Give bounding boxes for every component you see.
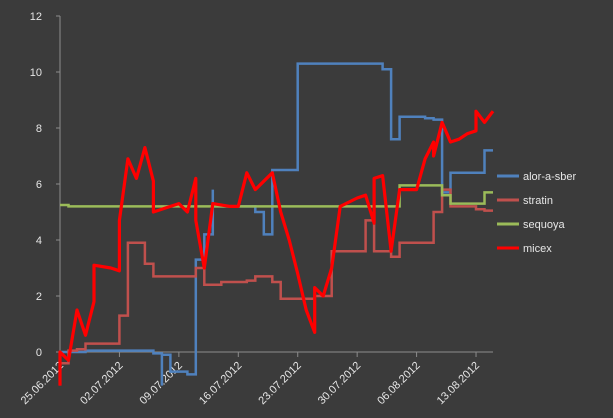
legend-label: stratin (523, 195, 553, 207)
y-tick-label: 6 (36, 179, 42, 191)
y-tick-label: 10 (30, 67, 42, 79)
y-tick-label: 2 (36, 291, 42, 303)
y-tick-label: 4 (36, 235, 42, 247)
series-line-micex (58, 109, 495, 386)
legend-label: sequoya (523, 219, 565, 231)
legend: alor-a-sber stratin sequoya micex (497, 171, 577, 255)
legend-label: alor-a-sber (523, 171, 577, 183)
y-tick-label: 0 (36, 347, 42, 359)
series-line-alor-a-sber (58, 62, 493, 386)
y-axis: 0 2 4 6 8 10 12 (30, 11, 61, 386)
series-line-stratin (60, 188, 493, 365)
y-tick-label: 8 (36, 123, 42, 135)
legend-label: micex (523, 243, 552, 255)
series-layer (58, 62, 495, 386)
y-tick-label: 12 (30, 11, 42, 23)
